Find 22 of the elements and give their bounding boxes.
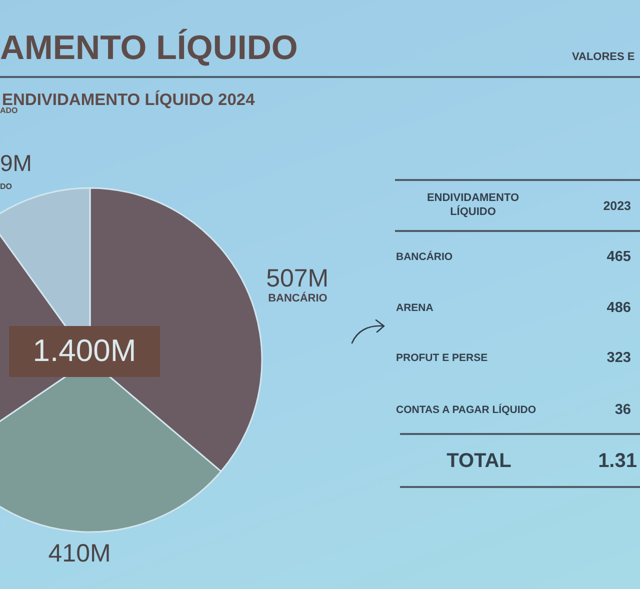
category-label: PROFUT E PERSE <box>396 351 488 365</box>
slice-label: BANCÁRIO <box>268 292 328 305</box>
text: 2023 <box>603 198 631 214</box>
text: 9M <box>0 150 32 176</box>
category-label: BANCÁRIO <box>396 250 453 264</box>
data-label: 410M <box>48 540 111 568</box>
data-label: 486 <box>606 299 631 317</box>
text: 1.31 <box>598 449 637 473</box>
text: ENDIVIDAMENTO LÍQUIDO <box>426 191 520 219</box>
text: 1.400M <box>32 333 136 369</box>
text: VALORES E <box>572 51 635 63</box>
text: ADO <box>0 106 18 115</box>
data-label: 507M <box>266 264 329 293</box>
data-label: 36 <box>614 401 631 419</box>
text: DO <box>0 182 12 191</box>
chart-subtitle: ENDIVIDAMENTO LÍQUIDO 2024 <box>2 90 255 109</box>
data-label: 465 <box>606 248 631 266</box>
chart-title: AMENTO LÍQUIDO <box>0 28 298 68</box>
data-label: 323 <box>606 349 631 367</box>
text: TOTAL <box>446 449 512 473</box>
category-label: CONTAS A PAGAR LÍQUIDO <box>396 403 536 417</box>
category-label: ARENA <box>396 301 434 315</box>
